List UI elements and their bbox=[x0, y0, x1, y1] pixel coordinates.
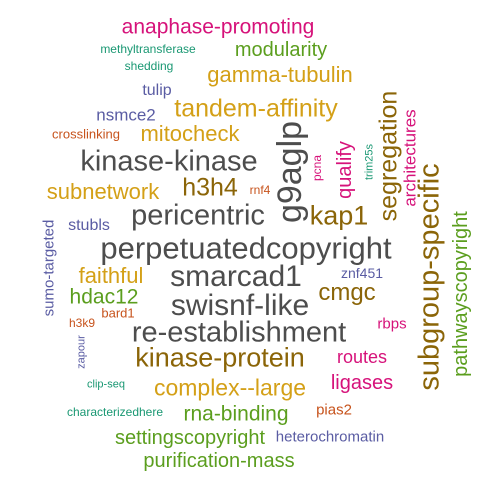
word-perpetuatedcopyright: perpetuatedcopyright bbox=[100, 230, 392, 266]
word-rna-binding: rna-binding bbox=[183, 402, 289, 426]
word-modularity: modularity bbox=[234, 39, 328, 61]
word-pias2: pias2 bbox=[316, 401, 352, 419]
word-kinase-kinase: kinase-kinase bbox=[80, 145, 258, 178]
word-faithful: faithful bbox=[78, 263, 144, 288]
word-subnetwork: subnetwork bbox=[46, 179, 160, 204]
word-heterochromatin: heterochromatin bbox=[275, 428, 385, 446]
word-zapour: zapour bbox=[75, 335, 88, 369]
word-characterizedhere: characterizedhere bbox=[66, 405, 164, 419]
word-routes: routes bbox=[336, 347, 388, 367]
word-shedding: shedding bbox=[124, 59, 174, 73]
word-smarcad1: smarcad1 bbox=[170, 260, 302, 293]
word-trim25s: trim25s bbox=[363, 143, 376, 181]
word-hdac12: hdac12 bbox=[69, 285, 139, 309]
word-methyltransferase: methyltransferase bbox=[100, 42, 196, 56]
word-stubls: stubls bbox=[68, 217, 110, 234]
word-nsmce2: nsmce2 bbox=[96, 105, 156, 125]
word-tandem-affinity: tandem-affinity bbox=[174, 94, 338, 123]
word-h3h4: h3h4 bbox=[182, 173, 238, 202]
word-complex--large: complex--large bbox=[153, 374, 307, 401]
word-h3k9: h3k9 bbox=[68, 316, 96, 330]
word-re-establishment: re-establishment bbox=[131, 316, 347, 349]
word-segregation: segregation bbox=[374, 90, 403, 222]
word-pcna: pcna bbox=[310, 154, 324, 182]
word-pericentric: pericentric bbox=[131, 199, 265, 232]
word-sumo-targeted: sumo-targeted bbox=[40, 219, 58, 317]
word-tulip: tulip bbox=[142, 82, 172, 99]
word-kap1: kap1 bbox=[309, 200, 369, 231]
word-swisnf-like: swisnf-like bbox=[170, 289, 310, 322]
word-subgroup-specific: subgroup-specific bbox=[413, 163, 446, 391]
word-crosslinking: crosslinking bbox=[52, 126, 120, 142]
word-anaphase-promoting: anaphase-promoting bbox=[121, 15, 315, 39]
word-gamma-tubulin: gamma-tubulin bbox=[207, 62, 353, 87]
word-rbps: rbps bbox=[377, 315, 407, 333]
word-qualify: qualify bbox=[334, 141, 356, 199]
word-bard1: bard1 bbox=[101, 305, 135, 321]
word-mitocheck: mitocheck bbox=[140, 121, 240, 146]
word-g9aglp: g9aglp bbox=[271, 120, 309, 224]
word-clip-seq: clip-seq bbox=[87, 378, 125, 391]
word-purification-mass: purification-mass bbox=[143, 450, 295, 472]
word-rnf4: rnf4 bbox=[249, 183, 271, 197]
word-ligases: ligases bbox=[330, 372, 394, 394]
word-cmgc: cmgc bbox=[318, 279, 376, 306]
word-pathwayscopyright: pathwayscopyright bbox=[450, 211, 472, 377]
word-kinase-protein: kinase-protein bbox=[135, 342, 305, 373]
word-settingscopyright: settingscopyright bbox=[114, 427, 266, 449]
word-znf451: znf451 bbox=[340, 265, 384, 281]
